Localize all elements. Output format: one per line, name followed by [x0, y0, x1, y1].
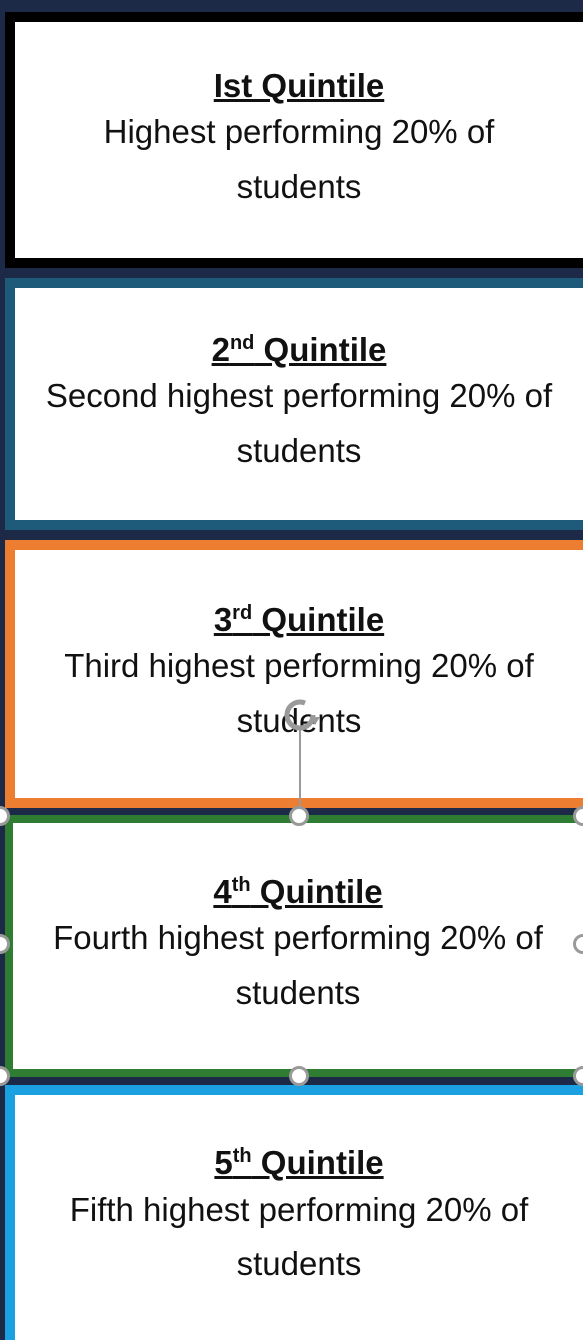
- resize-handle[interactable]: [0, 1066, 10, 1086]
- quintile-box[interactable]: Ist Quintile Highest performing 20% of s…: [5, 12, 583, 268]
- quintile-box[interactable]: 4th Quintile Fourth highest performing 2…: [5, 815, 583, 1077]
- box-description: Third highest performing 20% of students: [64, 647, 534, 739]
- rotate-handle[interactable]: [280, 695, 320, 735]
- title-sup: nd: [229, 331, 255, 354]
- box-title: 4th Quintile: [213, 872, 382, 912]
- title-text: 2: [211, 330, 230, 368]
- box-description: Fifth highest performing 20% of students: [69, 1190, 529, 1283]
- resize-handle[interactable]: [573, 1066, 583, 1086]
- resize-handle[interactable]: [289, 1066, 309, 1086]
- title-text: 5: [214, 1144, 233, 1182]
- quintile-box[interactable]: 2nd Quintile Second highest performing 2…: [5, 278, 583, 530]
- title-text: Quintile: [250, 872, 383, 910]
- title-text: 3: [213, 600, 233, 638]
- rotate-stem: [299, 730, 301, 808]
- resize-handle[interactable]: [0, 806, 10, 826]
- quintile-box[interactable]: 3rd Quintile Third highest performing 20…: [5, 540, 583, 808]
- title-text: Quintile: [251, 1144, 384, 1182]
- title-sup: th: [232, 1145, 252, 1168]
- box-title: 3rd Quintile: [214, 600, 384, 640]
- resize-handle[interactable]: [573, 934, 583, 954]
- box-title: Ist Quintile: [214, 66, 385, 106]
- resize-handle[interactable]: [573, 806, 583, 826]
- resize-handle[interactable]: [289, 806, 309, 826]
- box-title: 5th Quintile: [214, 1143, 383, 1183]
- quintile-box[interactable]: 5th Quintile Fifth highest performing 20…: [5, 1085, 583, 1340]
- title-sup: th: [231, 873, 251, 896]
- title-text: Ist Quintile: [213, 66, 385, 104]
- title-text: 4: [213, 872, 232, 910]
- title-sup: rd: [232, 601, 253, 624]
- resize-handle[interactable]: [0, 934, 10, 954]
- box-description: Highest performing 20% of students: [103, 113, 495, 205]
- box-description: Second highest performing 20% of student…: [45, 377, 553, 469]
- title-text: Quintile: [254, 330, 387, 368]
- title-text: Quintile: [252, 600, 385, 638]
- box-title: 2nd Quintile: [212, 330, 387, 370]
- box-description: Fourth highest performing 20% of student…: [53, 919, 543, 1011]
